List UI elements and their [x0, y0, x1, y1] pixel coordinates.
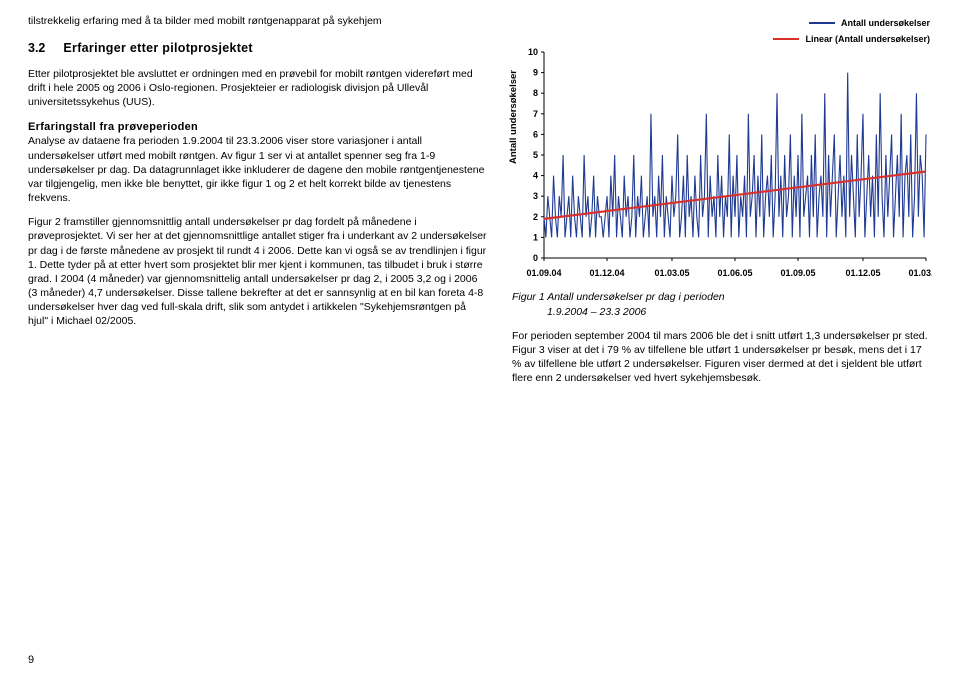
y-axis-label: Antall undersøkelser: [508, 70, 519, 164]
svg-text:0: 0: [533, 253, 538, 263]
svg-text:01.03.06: 01.03.06: [908, 268, 932, 278]
left-column: tilstrekkelig erfaring med å ta bilder m…: [28, 14, 488, 385]
svg-text:3: 3: [533, 192, 538, 202]
svg-text:9: 9: [533, 68, 538, 78]
paragraph-3: Figur 2 framstiller gjennomsnittlig anta…: [28, 215, 488, 328]
right-paragraph: For perioden september 2004 til mars 200…: [512, 329, 932, 386]
svg-text:01.12.05: 01.12.05: [845, 268, 880, 278]
svg-text:10: 10: [528, 47, 538, 57]
svg-text:01.09.05: 01.09.05: [781, 268, 816, 278]
paragraph-1: Etter pilotprosjektet ble avsluttet er o…: [28, 67, 488, 110]
line-chart: 0 1 2 3 4 5 6 7 8 9 10 01.09.04 01.12.04 01.03.05 01.0…: [512, 46, 932, 282]
section-heading: 3.2 Erfaringer etter pilotprosjektet: [28, 40, 488, 57]
svg-text:1: 1: [533, 233, 538, 243]
legend-swatch-series: [809, 22, 835, 24]
subheading: Erfaringstall fra prøveperioden: [28, 120, 488, 135]
legend-series: Antall undersøkelser: [809, 16, 930, 30]
svg-text:01.03.05: 01.03.05: [654, 268, 689, 278]
page-number: 9: [28, 654, 34, 666]
svg-text:01.12.04: 01.12.04: [590, 268, 625, 278]
svg-text:01.09.04: 01.09.04: [526, 268, 561, 278]
figure-caption: Figur 1 Antall undersøkelser pr dag i pe…: [512, 290, 932, 318]
chart-legend: Antall undersøkelser Linear (Antall unde…: [512, 14, 932, 46]
svg-text:7: 7: [533, 109, 538, 119]
legend-trend: Linear (Antall undersøkelser): [773, 32, 930, 46]
svg-text:4: 4: [533, 171, 538, 181]
paragraph-2: Analyse av dataene fra perioden 1.9.2004…: [28, 134, 488, 205]
chart-container: Antall undersøkelser 01234567891001.09.0…: [512, 46, 932, 282]
heading-number: 3.2: [28, 40, 45, 57]
caption-line-1: Figur 1 Antall undersøkelser pr dag i pe…: [512, 291, 725, 303]
heading-text: Erfaringer etter pilotprosjektet: [63, 40, 253, 57]
legend-label-series: Antall undersøkelser: [841, 16, 930, 30]
svg-text:01.06.05: 01.06.05: [717, 268, 752, 278]
svg-text:5: 5: [533, 150, 538, 160]
svg-text:6: 6: [533, 130, 538, 140]
caption-line-2: 1.9.2004 – 23.3 2006: [547, 306, 646, 318]
legend-label-trend: Linear (Antall undersøkelser): [805, 32, 930, 46]
right-column: Antall undersøkelser Linear (Antall unde…: [512, 14, 932, 385]
svg-text:2: 2: [533, 212, 538, 222]
legend-swatch-trend: [773, 38, 799, 40]
intro-text: tilstrekkelig erfaring med å ta bilder m…: [28, 14, 488, 28]
svg-text:8: 8: [533, 89, 538, 99]
